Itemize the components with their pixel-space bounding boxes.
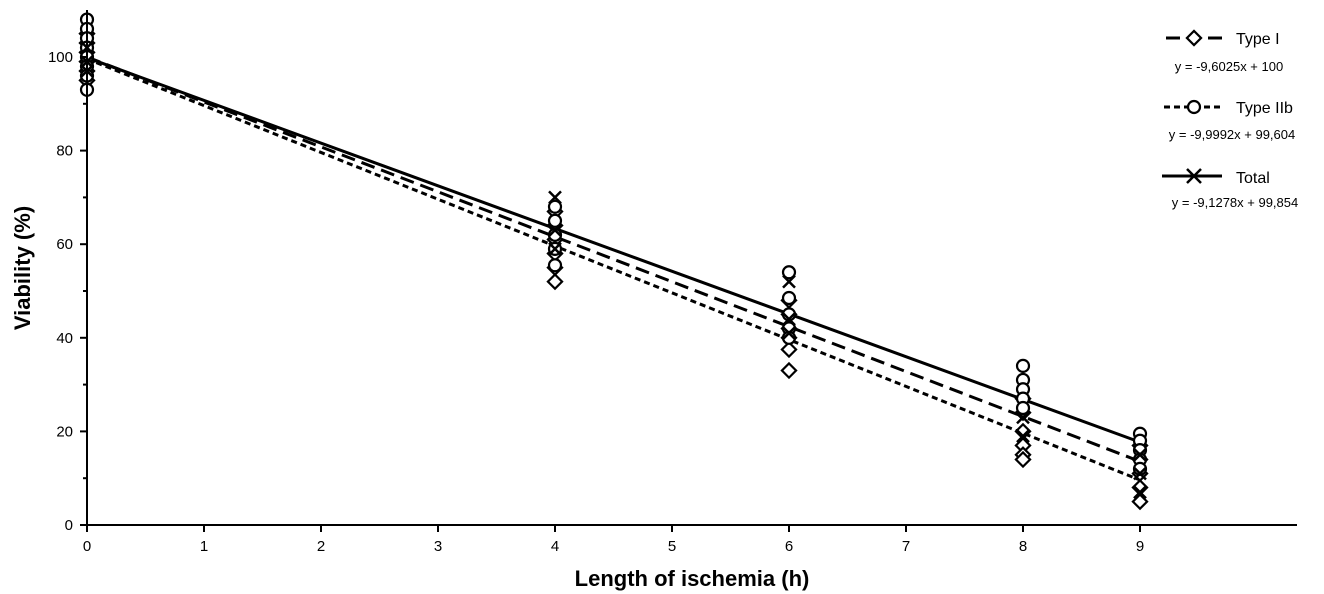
fit-line-type-i <box>86 55 1141 463</box>
point-type-i <box>780 361 798 380</box>
point-total <box>1016 410 1030 425</box>
x-tick-label: 2 <box>317 538 325 555</box>
point-type-iib <box>547 258 563 273</box>
legend-marker-type-i <box>1185 29 1203 47</box>
point-total <box>548 241 562 256</box>
legend-item-type-i: Type I y = -9,6025x + 100 <box>1166 29 1283 74</box>
legend-label-type-iib: Type IIb <box>1236 100 1293 117</box>
y-tick-label: 40 <box>56 330 73 347</box>
point-total <box>1016 429 1030 443</box>
axes: 0 1 2 3 4 5 6 7 8 9 0 20 40 60 80 100 <box>48 10 1297 555</box>
y-tick-label: 60 <box>56 236 73 253</box>
y-tick-label: 0 <box>65 517 73 534</box>
x-tick-label: 0 <box>83 538 91 555</box>
point-total <box>1133 466 1147 481</box>
legend-marker-total <box>1186 168 1202 184</box>
x-tick-label: 3 <box>434 538 442 555</box>
y-tick-label: 20 <box>56 423 73 440</box>
legend-equation-type-i: y = -9,6025x + 100 <box>1175 59 1283 74</box>
y-ticks: 0 20 40 60 80 100 <box>48 49 87 534</box>
point-total <box>782 312 796 326</box>
x-tick-label: 8 <box>1019 538 1027 555</box>
x-tick-label: 9 <box>1136 538 1144 555</box>
legend-label-total: Total <box>1236 170 1270 187</box>
point-type-iib <box>547 199 563 214</box>
legend-marker-type-iib <box>1186 99 1202 115</box>
x-tick-label: 4 <box>551 538 559 555</box>
point-type-i <box>1131 478 1149 497</box>
point-total <box>1133 485 1147 500</box>
legend-item-type-iib: Type IIb y = -9,9992x + 99,604 <box>1164 99 1295 142</box>
point-type-iib <box>547 213 563 228</box>
x-tick-label: 1 <box>200 538 208 555</box>
legend-equation-type-iib: y = -9,9992x + 99,604 <box>1169 127 1295 142</box>
fit-line-total <box>86 56 1141 444</box>
legend-label-type-i: Type I <box>1236 31 1280 48</box>
data-points <box>78 12 1149 511</box>
point-type-iib <box>781 265 797 280</box>
point-type-iib <box>1015 400 1031 416</box>
point-total <box>782 326 796 341</box>
y-axis-title: Viability (%) <box>10 206 35 330</box>
point-total <box>1133 447 1147 462</box>
point-total <box>782 274 796 289</box>
point-type-i <box>780 340 798 359</box>
point-type-iib <box>1015 358 1031 373</box>
x-ticks: 0 1 2 3 4 5 6 7 8 9 <box>83 525 1144 555</box>
legend-equation-total: y = -9,1278x + 99,854 <box>1172 195 1298 210</box>
point-type-i <box>1014 422 1032 441</box>
x-axis-title: Length of ischemia (h) <box>575 566 810 591</box>
x-tick-label: 7 <box>902 538 910 555</box>
legend: Type I y = -9,6025x + 100 Type IIb y = -… <box>1162 29 1298 210</box>
point-type-i <box>1014 450 1032 469</box>
point-type-iib <box>781 290 797 306</box>
x-tick-label: 5 <box>668 538 676 555</box>
fit-lines <box>86 55 1141 482</box>
y-tick-label: 100 <box>48 49 73 66</box>
fit-line-type-iib <box>86 57 1141 482</box>
legend-item-total: Total y = -9,1278x + 99,854 <box>1162 168 1298 210</box>
point-type-i <box>1014 436 1032 455</box>
y-tick-label: 80 <box>56 143 73 160</box>
point-total <box>548 223 562 238</box>
point-type-i <box>1131 492 1149 511</box>
point-type-i <box>546 273 564 291</box>
point-total <box>548 190 562 205</box>
x-tick-label: 6 <box>785 538 793 555</box>
